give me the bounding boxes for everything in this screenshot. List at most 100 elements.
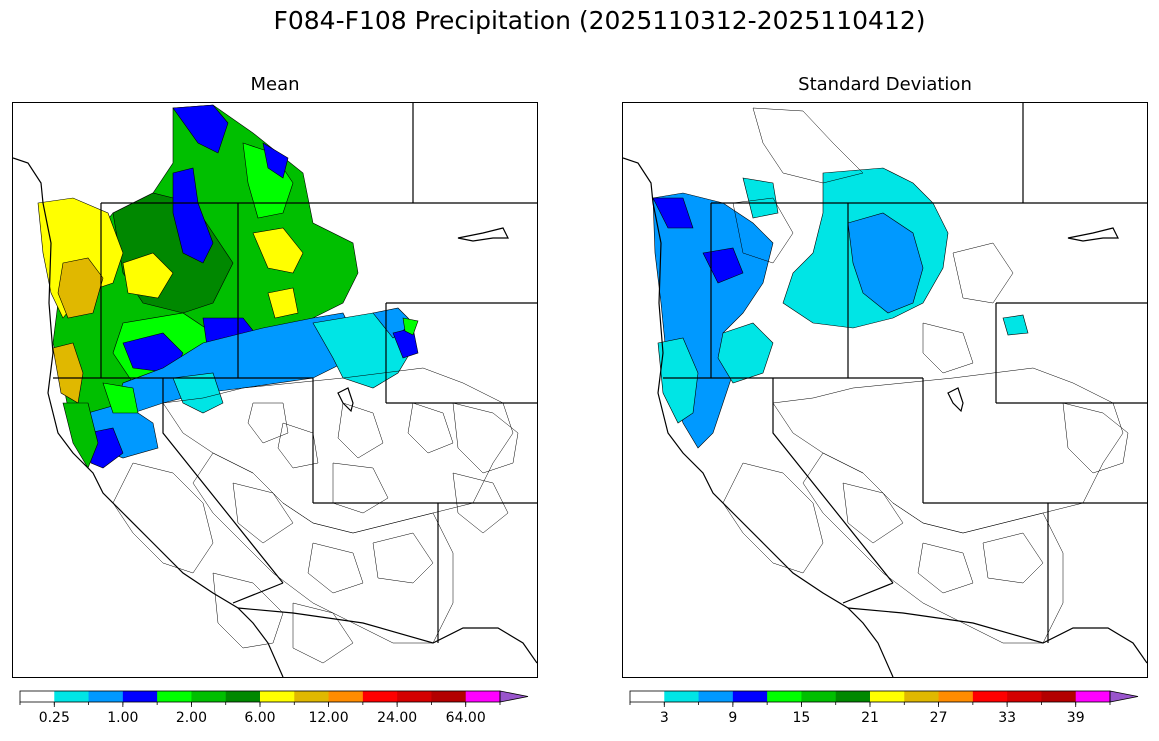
mean-state-boundaries (13, 103, 537, 677)
colorbar-swatch (1041, 691, 1077, 702)
colorbar-tick-label: 6.00 (244, 710, 275, 726)
colorbar-swatch (904, 691, 940, 702)
colorbar-tick-label: 0.25 (39, 710, 70, 726)
colorbar-swatch (801, 691, 837, 702)
basin-outline (982, 402, 1129, 584)
colorbar-tick-label: 27 (930, 710, 948, 726)
stddev-region (1002, 314, 1029, 336)
basin-outline (212, 572, 354, 664)
colorbar-tick-label: 15 (793, 710, 811, 726)
mean-region (402, 317, 419, 336)
stddev-region (847, 212, 924, 314)
colorbar-swatch (698, 691, 734, 702)
colorbar-tick-label: 39 (1067, 710, 1085, 726)
colorbar-swatch (465, 691, 501, 702)
mean-region (172, 167, 214, 264)
mean-region (172, 372, 224, 414)
colorbar-tick-label: 33 (998, 710, 1016, 726)
colorbar-swatch (362, 691, 398, 702)
mean-colorbar-svg: 0.25 1.00 2.00 6.00 12.00 24.00 64.00 (19, 690, 529, 726)
lake-outline (337, 227, 509, 413)
basin-outline (247, 402, 389, 514)
basin-outline (922, 242, 1014, 374)
stddev-region (657, 337, 699, 424)
colorbar-swatch (431, 691, 467, 702)
lake-outline (947, 227, 1119, 413)
stddev-state-boundaries (623, 103, 1147, 677)
state-boundary (53, 103, 537, 643)
colorbar-swatch (328, 691, 364, 702)
mean-region (267, 287, 299, 319)
mean-region (172, 104, 229, 154)
border-mexico (847, 607, 1147, 664)
colorbar-tick-label: 1.00 (107, 710, 138, 726)
mean-map-canvas (13, 103, 537, 677)
mean-region (262, 142, 289, 179)
colorbar-swatch (54, 691, 90, 702)
colorbar-swatch (225, 691, 261, 702)
mean-region (102, 382, 139, 414)
colorbar-extend-arrow (499, 690, 529, 703)
state-boundary (663, 103, 1147, 643)
colorbar-tick-label: 2.00 (176, 710, 207, 726)
mean-region (122, 252, 174, 299)
stddev-panel-title: Standard Deviation (798, 74, 972, 95)
stddev-map (622, 102, 1148, 678)
colorbar-swatch (938, 691, 974, 702)
colorbar-swatch (397, 691, 432, 702)
colorbar-tick-label: 24.00 (377, 710, 417, 726)
colorbar-swatch (260, 691, 295, 702)
stddev-region (717, 322, 774, 384)
basin-outline (802, 452, 1064, 644)
basin-outline (192, 452, 454, 644)
stddev-region (652, 197, 694, 229)
basin-outline (112, 462, 214, 574)
colorbar-swatch (664, 691, 700, 702)
coastline (13, 157, 284, 677)
colorbar-swatch (630, 691, 665, 702)
colorbar-swatch (972, 691, 1008, 702)
colorbar-tick-label: 64.00 (446, 710, 486, 726)
stddev-precip-regions (652, 167, 1029, 449)
colorbar-swatch (20, 691, 55, 702)
stddev-colorbar: 3 9 15 21 27 33 39 (629, 690, 1145, 730)
colorbar-swatch (1007, 691, 1042, 702)
mean-region (62, 402, 99, 469)
stddev-basin-outlines (722, 107, 1129, 644)
stddev-colorbar-svg: 3 9 15 21 27 33 39 (629, 690, 1139, 726)
basin-outline (732, 107, 864, 264)
mean-region (252, 227, 304, 274)
colorbar-tick-label: 9 (728, 710, 737, 726)
colorbar-swatch (835, 691, 871, 702)
figure-title: F084-F108 Precipitation (2025110312-2025… (273, 6, 926, 35)
stddev-region (742, 177, 779, 219)
mean-panel-title: Mean (250, 74, 300, 95)
colorbar-swatch (732, 691, 768, 702)
stddev-region (652, 192, 774, 449)
stddev-region (702, 247, 744, 284)
colorbar-tick-label: 3 (660, 710, 669, 726)
colorbar-extend-arrow (1109, 690, 1139, 703)
colorbar-swatch (870, 691, 905, 702)
basin-outline (232, 482, 434, 594)
colorbar-swatch (191, 691, 227, 702)
basin-outline (722, 462, 824, 574)
border-mexico (237, 607, 537, 664)
mean-basin-outlines (112, 367, 519, 664)
mean-colorbar: 0.25 1.00 2.00 6.00 12.00 24.00 64.00 (19, 690, 535, 730)
mean-region (52, 342, 84, 404)
colorbar-swatch (157, 691, 192, 702)
colorbar-swatch (294, 691, 330, 702)
mean-map (12, 102, 538, 678)
colorbar-swatch (122, 691, 158, 702)
colorbar-swatch (767, 691, 802, 702)
basin-outline (277, 402, 454, 469)
mean-region (57, 257, 104, 319)
mean-precip-regions (37, 104, 419, 469)
basin-outline (452, 402, 519, 534)
stddev-map-canvas (623, 103, 1147, 677)
colorbar-tick-label: 21 (861, 710, 879, 726)
coastline (623, 157, 894, 677)
colorbar-swatch (88, 691, 124, 702)
colorbar-tick-label: 12.00 (309, 710, 349, 726)
